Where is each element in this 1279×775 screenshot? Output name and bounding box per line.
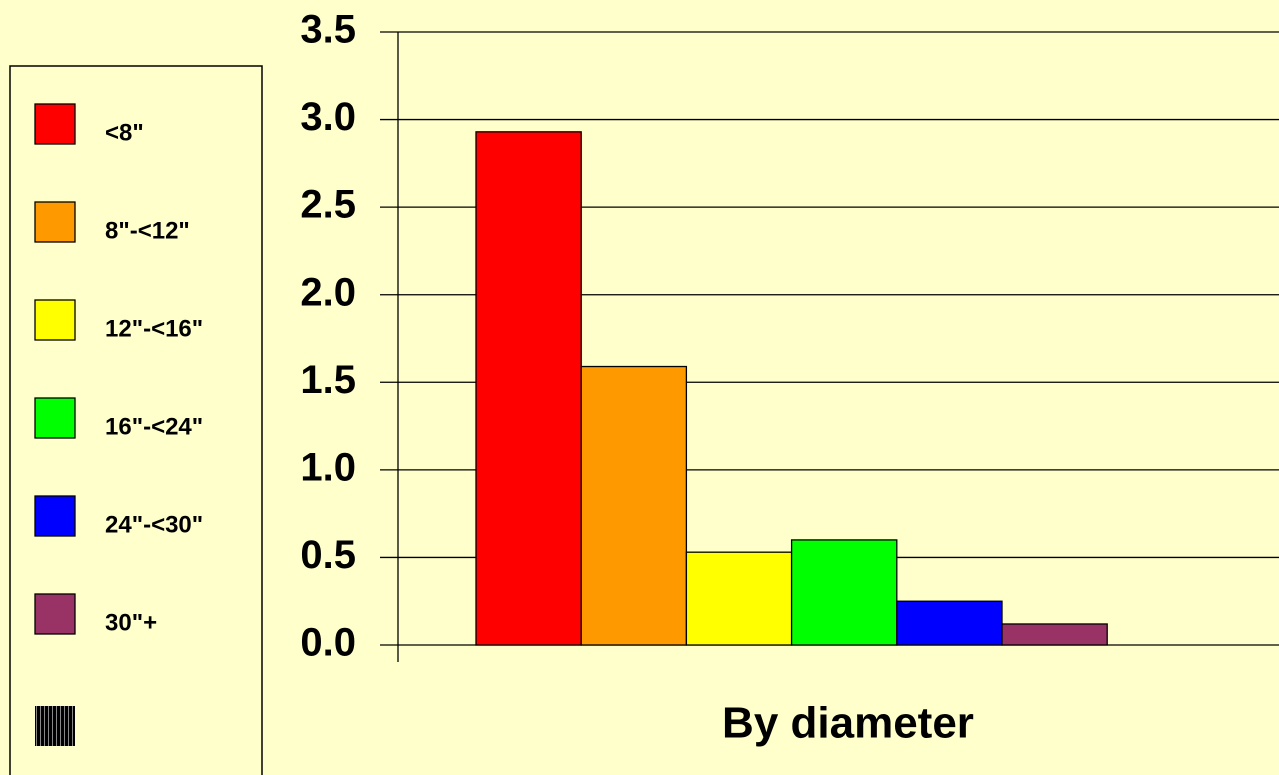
bar: [896, 600, 1003, 646]
legend-swatch: [34, 397, 76, 439]
y-tick-label: 3.0: [300, 95, 356, 139]
legend-box: [9, 65, 263, 775]
bar: [1001, 623, 1108, 646]
y-tick-label: 0.0: [300, 621, 356, 665]
legend-swatch: [34, 103, 76, 145]
bar: [685, 551, 793, 646]
y-tick-label: 2.0: [300, 270, 356, 314]
y-tick-label: 1.0: [300, 445, 356, 489]
y-tick-label: 0.5: [300, 533, 356, 577]
bar: [580, 365, 688, 646]
legend-label: <8": [105, 119, 144, 146]
x-axis-label: By diameter: [722, 699, 974, 748]
y-tick-label: 3.5: [300, 8, 356, 52]
legend-swatch: [34, 299, 76, 341]
legend-swatch: [34, 593, 76, 635]
legend-label: 16"-<24": [105, 413, 203, 440]
legend-label: 30"+: [105, 609, 157, 636]
bar: [790, 539, 898, 646]
y-tick-label: 1.5: [300, 358, 356, 402]
legend-label: 8"-<12": [105, 217, 190, 244]
legend-label: 24"-<30": [105, 511, 203, 538]
legend-swatch: [34, 495, 76, 537]
legend-swatch: [34, 201, 76, 243]
legend-swatch-extra: [35, 706, 75, 746]
y-tick-label: 2.5: [300, 183, 356, 227]
legend-label: 12"-<16": [105, 315, 203, 342]
bar: [475, 131, 582, 646]
